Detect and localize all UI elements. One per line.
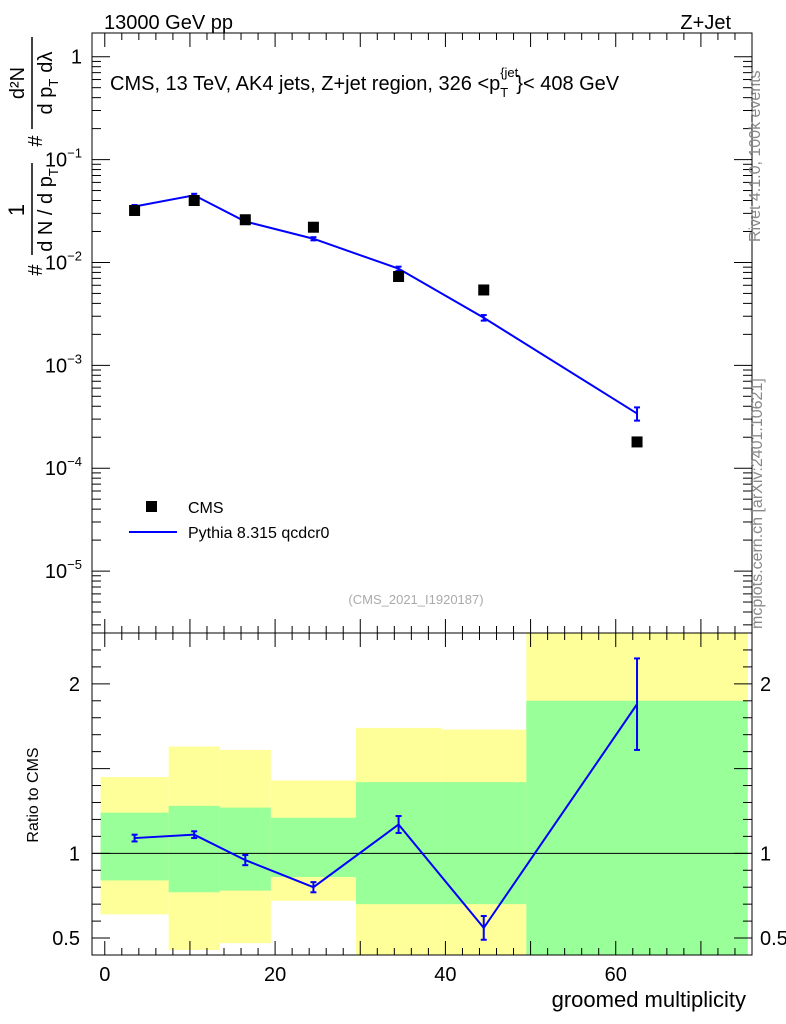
ratio-plot-marks <box>131 657 641 941</box>
legend: CMS Pythia 8.315 qcdcr0 <box>129 500 330 542</box>
ratio-y-axis-label: Ratio to CMS <box>25 747 42 842</box>
plot-title-close: }< 408 GeV <box>516 73 620 95</box>
process-label: Z+Jet <box>680 12 731 34</box>
ratio-band-green <box>100 812 169 881</box>
main-y-tick-base: 10 <box>45 252 67 274</box>
legend-cms-label: CMS <box>188 500 224 517</box>
main-y-tick-base: 10 <box>45 150 67 172</box>
mcplots-label: mcplots.cern.ch [arXiv:2401.10621] <box>749 378 766 629</box>
cms-data-point <box>478 284 490 296</box>
ratio-plot-frame: 0 20 40 60 0.5 0.5 1 1 2 2 <box>52 632 786 986</box>
x-tick-label: 0 <box>99 964 110 986</box>
main-y-tick-label: 10−5 <box>45 557 82 583</box>
cms-data-point <box>239 214 251 226</box>
ylabel-denominator: d N / d pT <box>35 168 61 252</box>
main-y-tick-base: 10 <box>45 561 67 583</box>
ylabel-hash-left: # <box>25 264 47 276</box>
ratio-y-tick-label-right: 1 <box>760 843 771 865</box>
main-y-tick-label: 10−3 <box>45 351 82 377</box>
ylabel-numerator: d pTdλ <box>35 52 61 115</box>
ylabel-numerator-lambda: dλ <box>35 52 57 73</box>
ratio-y-tick-label: 1 <box>69 843 80 865</box>
ylabel-one: 1 <box>4 204 29 216</box>
ratio-band-green <box>441 782 527 905</box>
ratio-y-tick-label: 2 <box>69 674 80 696</box>
main-y-tick-base: 10 <box>45 458 67 480</box>
cms-data-point <box>129 204 141 216</box>
ylabel-numerator-sub: T <box>46 79 61 87</box>
energy-label: 13000 GeV pp <box>104 12 233 34</box>
x-tick-label: 40 <box>434 964 456 986</box>
main-y-tick-label: 1 <box>71 47 82 69</box>
cms-data-point <box>188 195 200 207</box>
ylabel-denominator-sub: T <box>46 168 61 176</box>
main-y-tick-label: 10−2 <box>45 248 82 274</box>
ylabel-hash-mid: # <box>25 135 47 147</box>
ratio-band-green <box>270 817 356 878</box>
pythia-series-line <box>134 194 638 415</box>
main-y-tick-base: 10 <box>45 355 67 377</box>
main-y-tick-exponent: −4 <box>67 454 82 469</box>
cms-data-point <box>393 271 405 283</box>
ratio-band-green <box>219 807 271 891</box>
legend-cms-marker <box>146 501 157 512</box>
rivet-version-label: Rivet 4.1.0, 100k events <box>747 70 764 242</box>
analysis-id-label: (CMS_2021_I1920187) <box>348 592 483 607</box>
main-y-tick-exponent: −5 <box>67 557 82 572</box>
plot-title-sup: {jet <box>500 65 518 80</box>
x-tick-label: 20 <box>264 964 286 986</box>
main-y-axis-label: # 1 d N / d pT # d²N d pTdλ <box>4 37 61 276</box>
plot-title-sub: T <box>500 85 508 100</box>
cms-data-point <box>307 221 319 233</box>
main-plot-frame: 10−510−410−310−210−11 <box>45 32 753 634</box>
main-y-tick-exponent: −2 <box>67 248 82 263</box>
plot-title: CMS, 13 TeV, AK4 jets, Z+jet region, 326… <box>110 65 620 100</box>
ratio-band-green <box>168 805 220 893</box>
ratio-y-tick-label-right: 0.5 <box>760 928 786 950</box>
x-tick-label: 60 <box>605 964 627 986</box>
ylabel-d2n: d²N <box>7 67 29 99</box>
x-axis-label: groomed multiplicity <box>552 987 746 1012</box>
main-y-tick-label: 10−1 <box>45 146 82 172</box>
ratio-y-tick-label-right: 2 <box>760 674 771 696</box>
cms-data-point <box>631 436 643 448</box>
main-y-tick-exponent: −3 <box>67 351 82 366</box>
ylabel-denominator-text: d N / d p <box>35 176 57 252</box>
ylabel-numerator-dp: d p <box>35 87 57 115</box>
main-y-tick-label: 10−4 <box>45 454 82 480</box>
ratio-uncertainty-bands <box>100 633 748 955</box>
legend-pythia-label: Pythia 8.315 qcdcr0 <box>188 525 330 542</box>
main-frame-box <box>91 32 753 634</box>
main-y-tick-exponent: −1 <box>67 146 82 161</box>
main-plot-marks <box>129 192 643 448</box>
ratio-frame-box <box>91 632 753 956</box>
ratio-y-tick-label: 0.5 <box>52 928 80 950</box>
ratio-band-green <box>356 782 442 905</box>
plot-title-main: CMS, 13 TeV, AK4 jets, Z+jet region, 326… <box>110 73 500 95</box>
